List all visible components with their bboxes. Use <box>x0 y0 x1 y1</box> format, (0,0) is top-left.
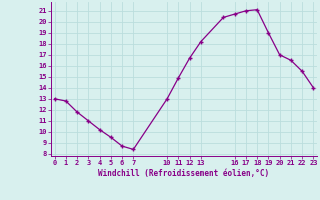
X-axis label: Windchill (Refroidissement éolien,°C): Windchill (Refroidissement éolien,°C) <box>99 169 269 178</box>
